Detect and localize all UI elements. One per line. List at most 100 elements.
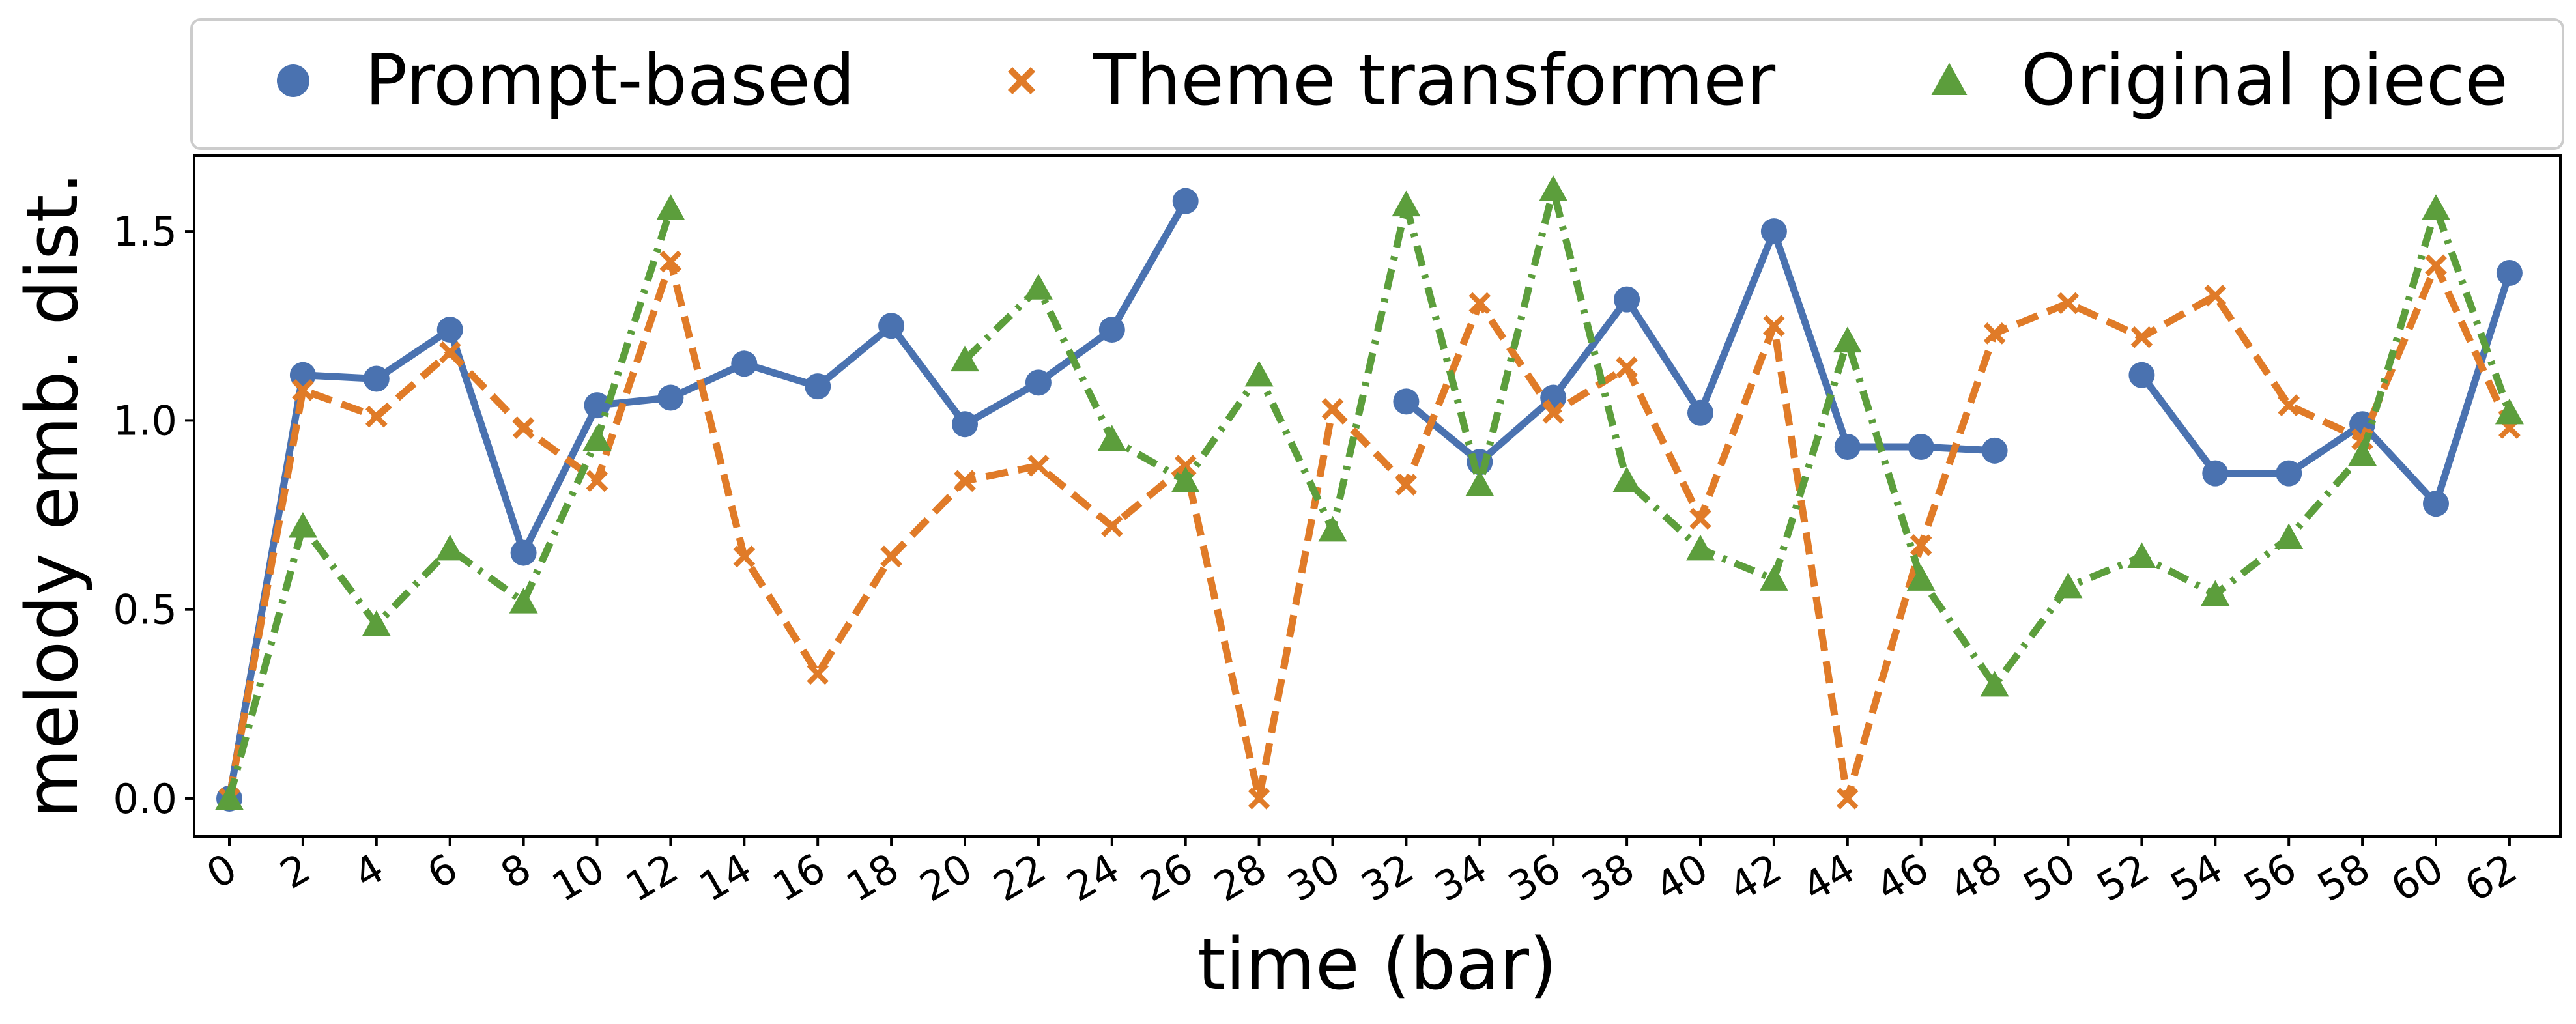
data-point-triangle	[362, 610, 391, 636]
data-point-circle	[805, 373, 831, 400]
data-point-circle	[657, 384, 684, 411]
y-tick-label: 0.0	[113, 775, 177, 823]
data-point-x	[512, 417, 535, 439]
x-tick-label: 22	[986, 844, 1054, 911]
series-prompt-based	[216, 188, 2523, 812]
legend-marker-triangle	[1931, 63, 1968, 95]
y-tick-label: 1.0	[113, 397, 177, 444]
data-point-circle	[1981, 437, 2008, 464]
data-point-x	[1689, 507, 1711, 530]
x-tick-label: 12	[618, 844, 686, 911]
series-theme-transformer	[218, 250, 2521, 810]
x-tick-label: 8	[493, 844, 539, 898]
data-point-x	[438, 341, 461, 363]
data-point-triangle	[509, 588, 538, 614]
data-point-circle	[952, 411, 978, 438]
legend-marker-circle	[277, 64, 309, 97]
legend-box	[190, 18, 2564, 150]
data-point-x	[2130, 326, 2153, 348]
data-point-x	[1468, 292, 1491, 315]
legend: Prompt-based Theme transformer Original …	[190, 18, 2564, 150]
data-point-triangle	[435, 534, 465, 561]
data-point-triangle	[951, 345, 979, 372]
x-tick-label: 36	[1500, 844, 1569, 911]
x-tick-label: 32	[1353, 844, 1422, 911]
data-point-circle	[1393, 388, 1420, 415]
data-point-circle	[2496, 259, 2523, 286]
x-tick-label: 2	[272, 844, 319, 898]
data-point-triangle	[1833, 326, 1862, 353]
legend-marker-x	[1007, 66, 1036, 95]
data-point-x	[365, 405, 388, 428]
data-point-x	[1321, 398, 1344, 420]
data-point-triangle	[1539, 175, 1568, 201]
data-point-x	[2057, 292, 2080, 315]
y-axis-title: melody emb. dist.	[10, 172, 94, 819]
data-point-circle	[1834, 434, 1861, 461]
y-axis: 0.0 0.5 1.0 1.5	[113, 208, 194, 823]
data-point-circle	[1760, 218, 1787, 245]
x-tick-label: 16	[765, 844, 833, 911]
data-point-triangle	[1980, 670, 2009, 697]
data-point-circle	[1172, 188, 1199, 214]
x-tick-label: 50	[2015, 844, 2083, 911]
x-tick-label: 30	[1280, 844, 1348, 911]
series-original-piece	[215, 175, 2524, 810]
data-point-x	[1910, 534, 1932, 556]
legend-entry-1: Theme transformer	[1007, 40, 1776, 121]
legend-label-0: Prompt-based	[365, 40, 855, 121]
data-point-x	[733, 545, 756, 568]
data-point-triangle	[1244, 360, 1274, 387]
legend-entry-0: Prompt-based	[277, 40, 855, 121]
data-point-x	[2425, 254, 2447, 277]
data-point-x	[880, 545, 902, 568]
data-point-triangle	[2274, 523, 2304, 549]
data-point-x	[1763, 315, 1785, 337]
data-point-circle	[2423, 491, 2449, 517]
x-tick-label: 14	[691, 844, 760, 911]
data-point-triangle	[2127, 542, 2156, 568]
x-tick-label: 38	[1574, 844, 1642, 911]
data-point-circle	[731, 350, 758, 377]
data-point-x	[1395, 474, 1418, 496]
data-point-x	[586, 470, 608, 492]
data-point-circle	[277, 64, 309, 97]
x-tick-label: 56	[2236, 844, 2304, 911]
data-point-x	[1983, 322, 2006, 345]
data-point-x	[659, 250, 682, 273]
x-tick-label: 46	[1868, 844, 1936, 911]
series-line	[2138, 272, 2513, 507]
x-tick-label: 20	[912, 844, 980, 911]
data-point-triangle	[2422, 194, 2450, 220]
x-tick-label: 4	[346, 844, 392, 898]
x-axis-title: time (bar)	[1197, 922, 1557, 1006]
series-layer	[215, 175, 2524, 812]
data-point-triangle	[1097, 425, 1126, 451]
data-point-circle	[1025, 369, 1052, 396]
data-point-circle	[878, 313, 905, 339]
data-point-triangle	[2201, 580, 2230, 606]
data-point-triangle	[1612, 466, 1642, 492]
series-line	[962, 186, 2513, 689]
data-point-circle	[2276, 460, 2302, 487]
data-point-circle	[1614, 286, 1640, 313]
data-point-triangle	[582, 425, 612, 451]
data-point-triangle	[1906, 565, 1936, 591]
data-point-triangle	[2348, 440, 2377, 466]
data-point-triangle	[1318, 515, 1347, 542]
x-tick-label: 48	[1941, 844, 2010, 911]
data-point-x	[292, 379, 314, 401]
data-point-circle	[1098, 317, 1125, 343]
x-tick-label: 60	[2383, 844, 2452, 911]
x-tick-label: 40	[1648, 844, 1716, 911]
data-point-triangle	[656, 194, 685, 220]
x-tick-label: 28	[1206, 844, 1274, 911]
data-point-x	[954, 470, 976, 492]
x-tick-label: 54	[2162, 844, 2231, 911]
x-tick-label: 10	[544, 844, 612, 911]
data-point-triangle	[1759, 565, 1788, 591]
x-tick-label: 44	[1794, 844, 1863, 911]
data-point-circle	[1687, 399, 1713, 426]
data-point-triangle	[1931, 63, 1968, 95]
